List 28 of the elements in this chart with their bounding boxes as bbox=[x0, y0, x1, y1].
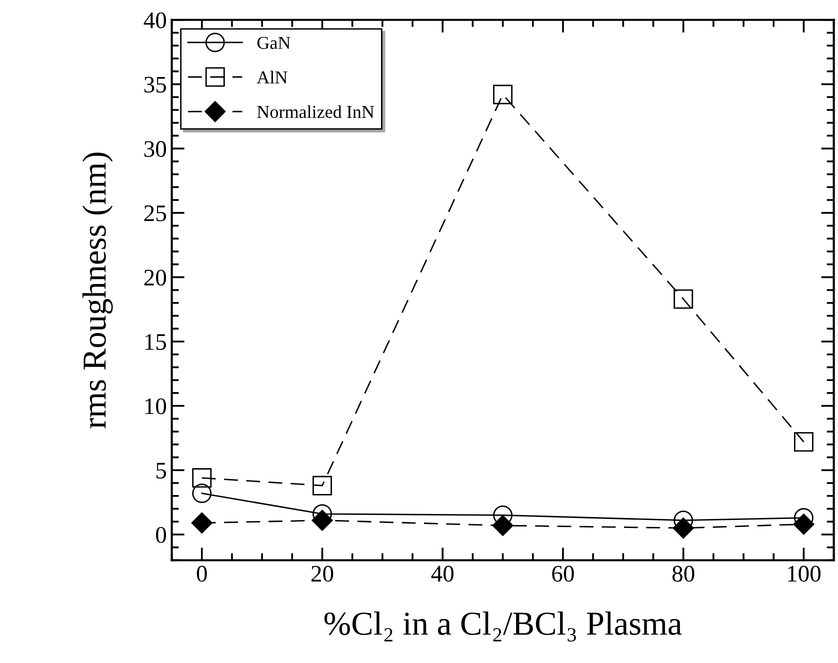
point bbox=[674, 289, 694, 309]
x-tick-label: 0 bbox=[196, 566, 207, 582]
legend-label: AlN bbox=[256, 70, 288, 84]
point bbox=[492, 514, 514, 536]
legend-label: Normalized InN bbox=[257, 105, 374, 118]
x-tick-label: 100 bbox=[788, 566, 821, 582]
point bbox=[192, 468, 212, 488]
x-tick-label: 60 bbox=[552, 566, 574, 582]
y-tick-label: 0 bbox=[156, 526, 166, 543]
y-axis-title: rms Roughness (nm) bbox=[82, 152, 113, 428]
x-tick-label: 80 bbox=[672, 566, 694, 582]
y-tick-label: 5 bbox=[156, 462, 166, 479]
y-tick-label: 25 bbox=[144, 205, 166, 222]
point bbox=[794, 432, 814, 452]
x-axis-title: %Cl₂ in a Cl₂/BCl₃ Plasma bbox=[324, 612, 682, 642]
x-tick-label: 40 bbox=[431, 566, 454, 582]
x-tick-label: 20 bbox=[311, 566, 334, 582]
point bbox=[192, 484, 212, 504]
point bbox=[493, 84, 513, 104]
y-tick-label: 40 bbox=[144, 12, 166, 28]
y-tick-label: 10 bbox=[145, 398, 166, 414]
y-tick-label: 30 bbox=[144, 141, 166, 157]
legend-label: GaN bbox=[257, 36, 290, 49]
point bbox=[312, 476, 332, 496]
y-tick-label: 35 bbox=[144, 76, 166, 93]
point bbox=[191, 512, 212, 534]
y-tick-label: 20 bbox=[144, 270, 166, 286]
y-tick-label: 15 bbox=[145, 334, 166, 350]
